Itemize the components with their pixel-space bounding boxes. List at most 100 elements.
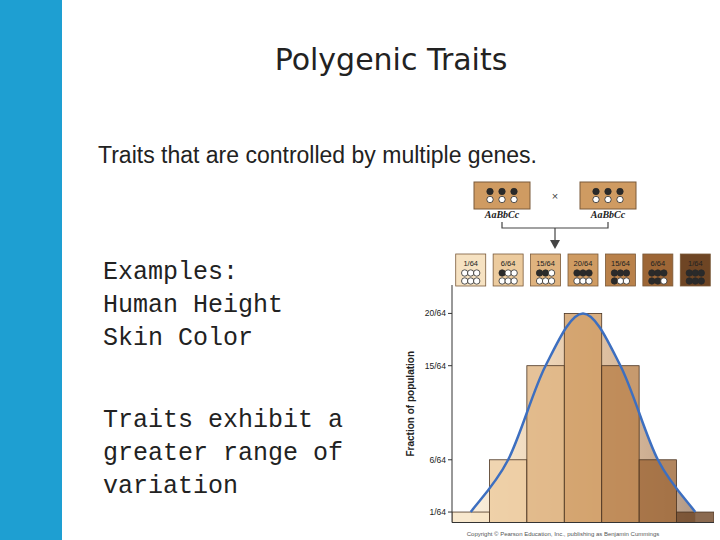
allele-dot [487, 196, 493, 202]
allele-dot [586, 270, 592, 276]
allele-dot [499, 196, 505, 202]
allele-dot [474, 278, 480, 284]
data-label: 15/64 [536, 259, 555, 268]
data-label: 20/64 [574, 259, 593, 268]
figure-bg [398, 178, 720, 540]
data-label: 6/64 [651, 259, 666, 268]
phenotype-swatch [493, 254, 523, 286]
allele-dot [468, 278, 474, 284]
example-line: Examples: [103, 258, 238, 287]
y-tick [448, 313, 452, 314]
allele-dot [580, 278, 586, 284]
allele-dot [487, 188, 493, 194]
chart: AaBbCc AaBbCc × 1/64 6/64 15/64 20/64 15/64 6/64… [398, 178, 720, 540]
phenotype-swatch [568, 254, 598, 286]
example-line: Human Height [103, 291, 283, 320]
bar [639, 460, 676, 523]
allele-dot [655, 278, 661, 284]
plot-area [452, 313, 714, 522]
allele-dot [580, 270, 586, 276]
allele-dot [511, 270, 517, 276]
allele-dot [611, 278, 617, 284]
y-tick-label: 6/64 [429, 455, 446, 465]
distribution-curve [471, 313, 696, 512]
slide-title: Polygenic Traits [62, 42, 720, 77]
allele-dot [605, 188, 611, 194]
bar [527, 366, 564, 523]
allele-dot [649, 278, 655, 284]
data-label: 15/64 [611, 259, 630, 268]
allele-dot [698, 278, 704, 284]
phenotype-swatch [531, 254, 561, 286]
phenotype-box: 15/64 [605, 254, 635, 286]
y-tick [448, 365, 452, 366]
note-line: Traits exhibit a [103, 406, 343, 435]
data-label: 1/64 [463, 259, 478, 268]
allele-dot [698, 270, 704, 276]
parent-label: AaBbCc [590, 209, 626, 220]
y-tick-label: 20/64 [425, 308, 447, 318]
allele-dot [462, 278, 468, 284]
note-line: greater range of [103, 439, 343, 468]
allele-dot [617, 278, 623, 284]
bar [564, 313, 601, 522]
y-tick [448, 459, 452, 460]
y-tick-label: 1/64 [429, 507, 446, 517]
x-axis [452, 522, 714, 523]
allele-dot [692, 270, 698, 276]
allele-dot [511, 188, 517, 194]
allele-dot [536, 278, 542, 284]
allele-dot [536, 270, 542, 276]
parent: AaBbCc [580, 182, 636, 220]
allele-dot [462, 270, 468, 276]
allele-dot [574, 270, 580, 276]
allele-dot [655, 270, 661, 276]
allele-dot [661, 278, 667, 284]
allele-dot [617, 196, 623, 202]
cross-symbol: × [552, 190, 558, 202]
allele-dot [593, 196, 599, 202]
phenotype-swatch [605, 254, 635, 286]
allele-dot [499, 270, 505, 276]
data-label: 1/64 [688, 259, 703, 268]
curve-area [471, 313, 696, 522]
allele-dot [548, 278, 554, 284]
phenotype-box: 15/64 [531, 254, 561, 286]
allele-dot [542, 278, 548, 284]
allele-dot [605, 196, 611, 202]
allele-dot [661, 270, 667, 276]
data-label: 6/64 [501, 259, 516, 268]
allele-dot [548, 270, 554, 276]
parent-label: AaBbCc [484, 209, 520, 220]
allele-dot [468, 270, 474, 276]
allele-dot [649, 270, 655, 276]
slide-subtitle: Traits that are controlled by multiple g… [98, 142, 537, 169]
allele-dot [617, 270, 623, 276]
parent-box [580, 182, 636, 209]
phenotype-box: 20/64 [568, 254, 598, 286]
y-tick-label: 15/64 [425, 361, 447, 371]
allele-dot [611, 270, 617, 276]
allele-dot [505, 278, 511, 284]
bar [489, 460, 526, 523]
y-tick [448, 512, 452, 513]
phenotype-box: 6/64 [493, 254, 523, 286]
bar [452, 512, 489, 522]
allele-dot [511, 196, 517, 202]
bar [677, 512, 714, 522]
allele-dot [623, 270, 629, 276]
allele-dot [505, 270, 511, 276]
allele-dot [499, 188, 505, 194]
y-axis-label: Fraction of population [405, 351, 416, 457]
allele-dot [692, 278, 698, 284]
parent-box [474, 182, 530, 209]
y-axis [452, 285, 453, 523]
allele-dot [474, 270, 480, 276]
phenotype-box: 6/64 [643, 254, 673, 286]
allele-dot [686, 278, 692, 284]
phenotype-box: 1/64 [456, 254, 486, 286]
allele-dot [623, 278, 629, 284]
parent: AaBbCc [474, 182, 530, 220]
allele-dot [511, 278, 517, 284]
figure: AaBbCc AaBbCc × 1/64 6/64 15/64 20/64 15/64 6/64… [398, 178, 720, 540]
